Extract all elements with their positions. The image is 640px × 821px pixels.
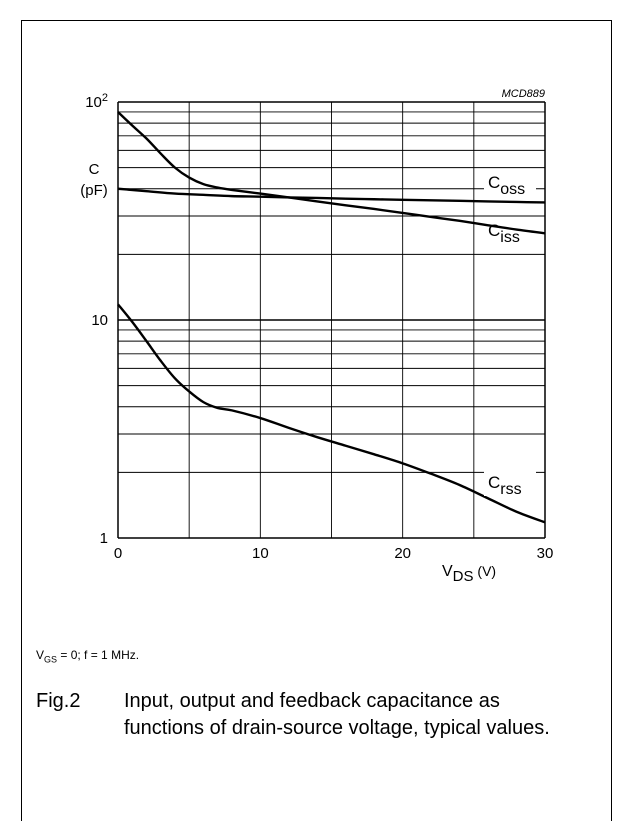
x-tick-label: 20 xyxy=(394,545,411,562)
y-axis-label: C xyxy=(89,161,100,178)
series-label-iss: Ciss xyxy=(488,221,520,246)
curves xyxy=(117,111,546,524)
x-axis-label: VDS (V) xyxy=(442,563,496,585)
series-rss-line xyxy=(117,303,546,524)
series-label-rss: Crss xyxy=(488,473,522,498)
y-tick-label: 10 xyxy=(91,312,108,329)
capacitance-chart: Coss Ciss Crss 0 10 20 30 1 10 102 C (pF) VDS (V) MCD… xyxy=(80,88,553,585)
figure-number: Fig.2 xyxy=(36,690,81,712)
caption-text: Input, output and feedback capacitance a… xyxy=(124,690,550,739)
x-tick-label: 10 xyxy=(252,545,269,562)
figure-code: MCD889 xyxy=(502,88,545,100)
series-iss-line xyxy=(117,111,546,235)
grid xyxy=(117,101,546,539)
figure-frame xyxy=(21,20,612,821)
x-tick-label: 0 xyxy=(114,545,122,562)
y-tick-label: 1 xyxy=(100,530,108,547)
series-label-oss: Coss xyxy=(488,173,525,198)
series-oss-line xyxy=(117,187,546,204)
test-conditions: VGS = 0; f = 1 MHz. xyxy=(36,648,140,665)
y-axis-unit: (pF) xyxy=(80,182,108,199)
labels: Coss Ciss Crss 0 10 20 30 1 10 102 C (pF) VDS (V) MCD… xyxy=(80,88,553,585)
x-tick-label: 30 xyxy=(537,545,554,562)
y-tick-label: 102 xyxy=(85,92,108,111)
